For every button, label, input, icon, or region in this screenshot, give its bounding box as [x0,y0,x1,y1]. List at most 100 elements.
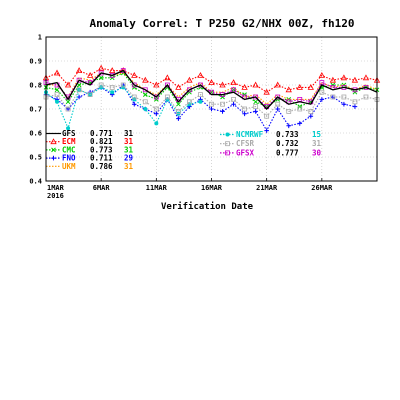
point-fno [275,106,280,112]
point-cfsr [220,101,225,107]
legend-mean-ukm: 0.786 [90,162,113,171]
x-tick-year-label: 2016 [47,192,64,200]
point-ecm [274,81,281,88]
point-cfsr [198,92,203,97]
point-cfsr [98,82,104,88]
point-cfsr [264,113,270,119]
x-tick-label: 6MAR [93,184,111,192]
legend-mean-gfs: 0.771 [90,129,113,138]
point-cmc [286,97,292,102]
point-fno [209,106,214,112]
legend-mean-cmc: 0.773 [90,145,113,154]
point-ecm [97,64,105,71]
point-ecm [285,86,292,93]
point-fno [308,113,314,119]
point-cmc [176,101,181,107]
point-fno [231,101,236,107]
point-gfsx [187,87,192,93]
legend-count-ukm: 31 [124,162,134,171]
point-ecm [329,76,337,83]
point-gfsx [120,68,126,73]
point-cfsr [76,87,82,93]
legend-count-fno: 29 [124,154,134,163]
point-gfsx [131,82,137,88]
point-fno [352,104,358,109]
point-cmc [109,75,115,81]
point-cmc [253,99,258,105]
legend-mean-fno: 0.711 [90,154,113,163]
point-cfsr [120,82,126,88]
y-tick-label: 0.9 [29,58,42,66]
point-cfsr [275,101,281,107]
legend-mean-cfsr: 0.732 [276,139,299,148]
point-cfsr [87,92,93,97]
point-fno [242,111,247,117]
legend-count-ecm: 31 [124,137,134,146]
x-tick-label: 26MAR [311,184,333,192]
point-gfsx [275,94,281,100]
point-fno [341,101,347,107]
point-gfsx [153,94,159,100]
point-ecm [186,76,193,83]
point-cmc [297,104,303,109]
series-line-cfsr [45,84,378,117]
point-ncmrwf [132,97,137,102]
point-ecm [340,74,348,81]
legend-marker-gfsx [225,150,230,156]
point-ncmrwf [55,99,60,104]
x-axis-label: Verification Date [161,201,254,212]
y-tick-label: 0.7 [29,106,42,114]
x-tick-label: 21MAR [256,184,278,192]
point-cmc [220,94,225,100]
series-lines [42,64,381,133]
point-cfsr [164,94,170,100]
point-ecm [307,83,314,90]
legend-marker-ecm [50,138,57,145]
point-ncmrwf [110,90,115,95]
legend-name-gfs: GFS [62,129,76,138]
point-cfsr [286,109,292,114]
point-ecm [362,74,370,81]
point-cmc [142,92,148,97]
series-line-gfsx [45,69,367,108]
point-gfsx [76,77,82,83]
point-ecm [219,81,226,88]
point-cfsr [308,109,314,114]
y-tick-label: 0.5 [29,154,42,162]
point-fno [220,109,225,114]
chart-title: Anomaly Correl: T P250 G2/NHX 00Z, fh120 [90,17,355,30]
legend-count-gfsx: 30 [312,148,322,157]
point-fno [154,111,159,117]
point-cfsr [242,106,248,112]
legend-marker-cfsr [225,141,230,147]
point-fno [176,116,181,121]
point-ecm [197,71,204,78]
point-ecm [318,71,326,78]
point-cfsr [54,92,60,97]
point-cfsr [231,97,236,102]
point-ecm [53,69,61,76]
point-ecm [230,79,237,85]
y-tick-label: 0.4 [29,178,42,186]
legend-name-ukm: UKM [62,162,76,171]
point-ecm [164,74,171,81]
y-tick-label: 1 [38,34,42,42]
point-gfsx [198,82,203,88]
point-cfsr [330,94,336,100]
legend: GFS 0.771 31 ECM 0.821 31 CMC 0.773 31 FNO 0.711 29… [46,129,322,171]
point-ecm [252,81,259,88]
point-cfsr [253,104,259,109]
point-cfsr [131,94,137,100]
point-ecm [109,67,116,73]
point-fno [286,123,292,129]
point-cfsr [209,101,214,107]
series-line-ecm [45,67,378,93]
point-fno [319,97,325,102]
point-cfsr [363,94,369,100]
point-cmc [153,97,159,102]
point-ncmrwf [198,99,203,104]
legend-name-cfsr: CFSR [236,139,255,148]
point-ecm [131,71,138,78]
